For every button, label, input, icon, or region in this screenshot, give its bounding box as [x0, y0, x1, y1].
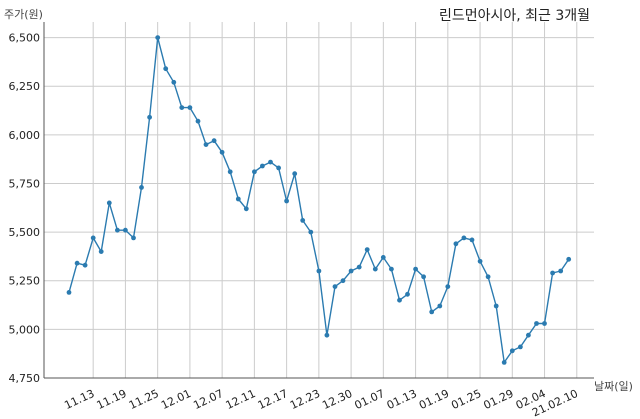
price-point	[74, 260, 80, 266]
price-point	[292, 171, 298, 177]
price-point	[195, 118, 201, 124]
price-point	[123, 227, 128, 233]
price-point	[276, 165, 281, 171]
y-tick-label: 5,000	[9, 323, 41, 336]
price-point	[380, 255, 386, 260]
price-point	[445, 284, 451, 289]
price-point	[566, 256, 572, 262]
x-tick-label: 12.23	[288, 387, 322, 412]
price-point	[526, 332, 531, 338]
price-point	[115, 227, 120, 233]
x-tick-labels: 11.1311.1911.2512.0112.0712.1112.1712.23…	[62, 387, 580, 419]
price-point	[131, 235, 136, 241]
price-point	[98, 249, 104, 255]
price-point	[405, 291, 410, 297]
price-point	[421, 274, 426, 280]
x-tick-label: 12.17	[256, 387, 290, 412]
price-point	[316, 268, 322, 274]
price-point	[90, 235, 96, 241]
price-point	[147, 114, 153, 120]
y-tick-label: 5,250	[9, 275, 41, 288]
price-point	[284, 198, 289, 204]
price-point	[308, 229, 314, 235]
price-point	[82, 262, 88, 268]
price-point	[340, 278, 346, 284]
price-point	[332, 284, 338, 289]
price-point	[227, 169, 233, 175]
price-point	[558, 268, 564, 274]
price-point	[235, 196, 241, 202]
x-tick-label: 01.29	[482, 387, 516, 412]
x-tick-label: 12.01	[159, 387, 193, 412]
y-axis-title: 주가(원)	[4, 8, 43, 21]
price-point	[187, 105, 193, 110]
price-point	[171, 79, 177, 85]
price-point	[469, 237, 475, 243]
price-point	[348, 268, 354, 274]
price-point	[493, 303, 499, 309]
x-tick-label: 01.19	[417, 387, 451, 412]
price-point	[155, 35, 161, 40]
y-tick-label: 6,000	[9, 129, 41, 142]
price-point	[300, 218, 306, 223]
price-point	[429, 309, 435, 315]
price-point	[203, 142, 209, 148]
price-point	[477, 258, 483, 264]
price-point	[501, 360, 507, 365]
x-tick-label: 12.11	[224, 387, 258, 412]
price-point	[542, 321, 547, 326]
x-tick-label: 01.13	[385, 387, 419, 412]
price-point	[364, 247, 370, 253]
price-point	[211, 138, 217, 144]
price-point	[372, 266, 378, 272]
price-point	[243, 206, 249, 212]
price-point	[179, 105, 185, 110]
x-tick-label: 12.07	[191, 387, 225, 412]
y-tick-labels: 4,750 5,000 5,250 5,500 5,750 6,000 6,250 6,500	[9, 32, 41, 385]
axes	[43, 22, 594, 379]
price-point	[268, 159, 273, 165]
price-point	[324, 332, 330, 338]
price-point	[453, 241, 459, 247]
price-point	[509, 348, 515, 354]
price-point	[397, 297, 402, 303]
y-tick-label: 5,500	[9, 226, 41, 239]
price-point	[437, 303, 443, 309]
chart-title: 린드먼아시아, 최근 3개월	[439, 8, 590, 24]
price-point	[163, 66, 169, 72]
price-point	[550, 270, 555, 276]
price-point	[66, 290, 72, 295]
y-tick-label: 6,250	[9, 80, 41, 93]
x-tick-label: 01.25	[449, 387, 483, 412]
y-tick-label: 6,500	[9, 32, 41, 45]
x-tick-label: 12.30	[320, 387, 354, 412]
x-axis-title: 날짜(일)	[594, 379, 633, 393]
x-tick-label: 11.19	[95, 387, 129, 412]
price-series	[66, 35, 572, 365]
price-point	[461, 235, 467, 241]
price-point	[260, 163, 265, 169]
y-tick-label: 5,750	[9, 177, 41, 190]
price-point	[139, 185, 144, 190]
price-point	[485, 274, 491, 280]
price-point	[413, 266, 418, 272]
x-tick-label: 01.07	[353, 387, 387, 412]
x-tick-label: 11.13	[62, 387, 96, 412]
price-point	[252, 169, 257, 175]
price-point	[356, 264, 362, 270]
grid-lines	[44, 22, 594, 379]
price-point	[389, 266, 394, 272]
price-point	[219, 149, 225, 155]
x-tick-label: 11.25	[127, 387, 161, 412]
y-tick-label: 4,750	[9, 372, 41, 385]
price-point	[106, 200, 112, 206]
price-point	[518, 344, 523, 350]
price-point	[534, 321, 539, 326]
